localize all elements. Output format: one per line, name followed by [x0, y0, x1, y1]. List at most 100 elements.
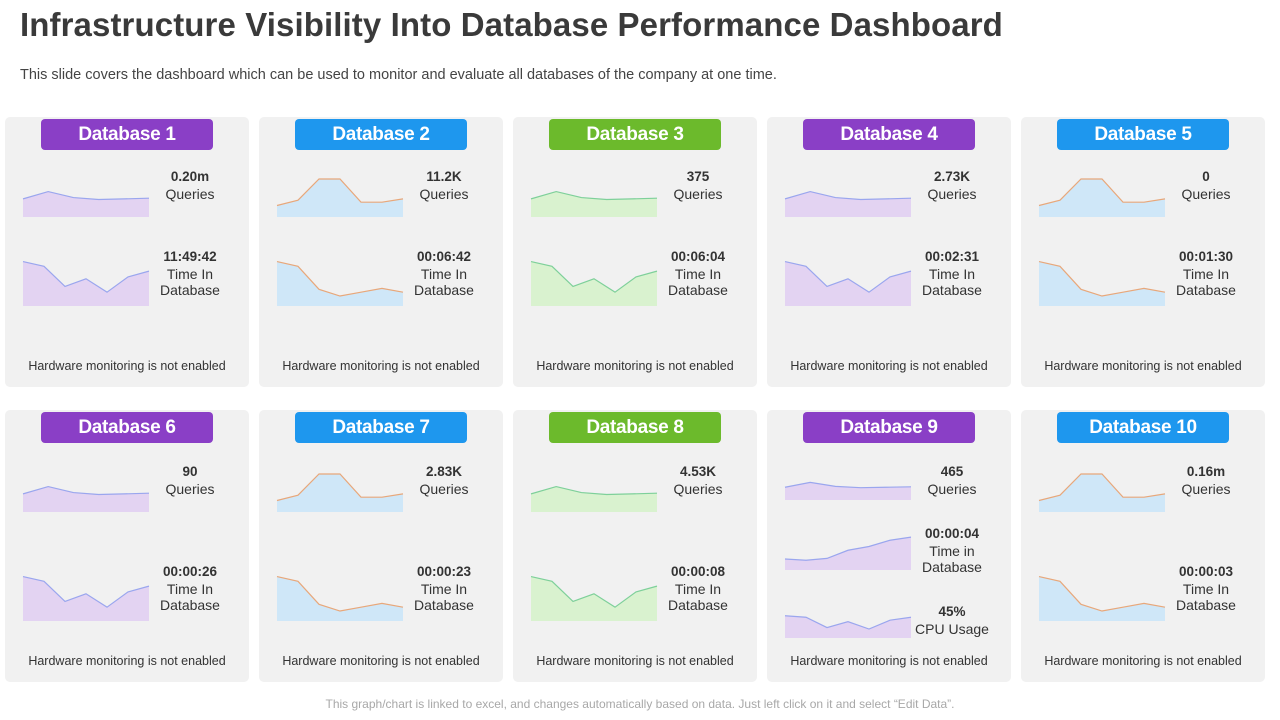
time-in-database-label-line2: Database: [160, 597, 220, 613]
queries-label: Queries: [927, 185, 977, 202]
database-title-badge: Database 6: [41, 412, 213, 443]
sparkline-line: [22, 190, 150, 201]
sparkline-area: [531, 576, 657, 621]
time-in-database-sparkline: [784, 536, 912, 570]
time-in-database-label-line1: Time In: [1182, 265, 1230, 282]
sparkline-line: [530, 190, 658, 201]
sparkline-line: [530, 575, 658, 608]
hardware-monitoring-note: Hardware monitoring is not enabled: [282, 359, 480, 373]
time-in-database-value: 11:49:42: [163, 249, 217, 264]
sparkline-line: [784, 260, 912, 293]
queries-value: 465: [940, 464, 964, 479]
time-in-database-metric: 11:49:42 Time In Database: [145, 249, 235, 299]
page-subtitle: This slide covers the dashboard which ca…: [20, 67, 777, 83]
time-in-database-label-line1: Time In: [166, 580, 214, 597]
queries-value: 2.73K: [933, 169, 971, 184]
sparkline-area: [531, 191, 657, 217]
sparkline-line: [276, 575, 404, 612]
time-in-database-sparkline: [1038, 575, 1166, 621]
queries-value: 0.16m: [1186, 464, 1226, 479]
queries-metric: 2.83K Queries: [399, 464, 489, 497]
database-title-badge: Database 10: [1057, 412, 1229, 443]
queries-metric: 90 Queries: [145, 464, 235, 497]
time-in-database-label-line1: Time In: [674, 265, 722, 282]
hardware-monitoring-note: Hardware monitoring is not enabled: [536, 654, 734, 668]
database-title-badge: Database 7: [295, 412, 467, 443]
sparkline-area: [277, 474, 403, 512]
sparkline-line: [784, 190, 912, 201]
queries-metric: 0 Queries: [1161, 169, 1251, 202]
cpu-usage-value: 45%: [938, 604, 966, 619]
sparkline-area: [785, 191, 911, 217]
database-card: Database 2 11.2K Queries 00:06:42 Time I…: [259, 117, 503, 387]
time-in-database-metric: 00:00:08 Time In Database: [653, 564, 743, 614]
time-in-database-sparkline: [276, 575, 404, 621]
queries-sparkline: [784, 481, 912, 500]
hardware-monitoring-note: Hardware monitoring is not enabled: [28, 654, 226, 668]
sparkline-area: [277, 576, 403, 621]
time-in-database-sparkline: [530, 575, 658, 621]
queries-label: Queries: [419, 480, 469, 497]
queries-label: Queries: [673, 480, 723, 497]
queries-metric: 0.20m Queries: [145, 169, 235, 202]
queries-value: 2.83K: [425, 464, 463, 479]
queries-value: 0: [1202, 169, 1210, 184]
sparkline-line: [530, 260, 658, 293]
time-in-database-value: 00:06:42: [416, 249, 472, 264]
cpu-usage-sparkline: [784, 615, 912, 638]
disclaimer-note: This graph/chart is linked to excel, and…: [325, 697, 955, 711]
database-card: Database 3 375 Queries 00:06:04 Time In …: [513, 117, 757, 387]
time-in-database-label-line1: Time In: [420, 265, 468, 282]
time-in-database-metric: 00:01:30 Time In Database: [1161, 249, 1251, 299]
sparkline-area: [785, 261, 911, 306]
sparkline-line: [784, 536, 912, 561]
time-in-database-metric: 00:00:03 Time In Database: [1161, 564, 1251, 614]
queries-value: 0.20m: [170, 169, 210, 184]
sparkline-line: [784, 481, 912, 489]
cpu-usage-metric: 45% CPU Usage: [907, 604, 997, 637]
cpu-usage-label: CPU Usage: [915, 620, 989, 637]
sparkline-line: [1038, 575, 1166, 612]
time-in-database-metric: 00:06:04 Time In Database: [653, 249, 743, 299]
hardware-monitoring-note: Hardware monitoring is not enabled: [536, 359, 734, 373]
time-in-database-label-line1: Time In: [166, 265, 214, 282]
queries-label: Queries: [165, 480, 215, 497]
queries-metric: 11.2K Queries: [399, 169, 489, 202]
queries-label: Queries: [927, 480, 977, 497]
time-in-database-sparkline: [22, 575, 150, 621]
queries-metric: 465 Queries: [907, 464, 997, 497]
queries-value: 90: [182, 464, 198, 479]
queries-sparkline: [1038, 473, 1166, 512]
sparkline-area: [531, 261, 657, 306]
time-in-database-label-line2: Database: [1176, 597, 1236, 613]
time-in-database-metric: 00:06:42 Time In Database: [399, 249, 489, 299]
time-in-database-sparkline: [1038, 260, 1166, 306]
database-title-badge: Database 2: [295, 119, 467, 150]
queries-metric: 375 Queries: [653, 169, 743, 202]
time-in-database-sparkline: [22, 260, 150, 306]
sparkline-line: [1038, 260, 1166, 297]
queries-value: 4.53K: [679, 464, 717, 479]
database-title-badge: Database 1: [41, 119, 213, 150]
database-card: Database 6 90 Queries 00:00:26 Time In D…: [5, 410, 249, 682]
sparkline-area: [23, 486, 149, 512]
sparkline-area: [785, 537, 911, 570]
page-title: Infrastructure Visibility Into Database …: [20, 6, 1003, 43]
sparkline-line: [276, 260, 404, 297]
queries-metric: 0.16m Queries: [1161, 464, 1251, 497]
sparkline-area: [277, 261, 403, 306]
queries-label: Queries: [673, 185, 723, 202]
hardware-monitoring-note: Hardware monitoring is not enabled: [28, 359, 226, 373]
queries-metric: 2.73K Queries: [907, 169, 997, 202]
time-in-database-sparkline: [784, 260, 912, 306]
sparkline-area: [785, 482, 911, 500]
queries-metric: 4.53K Queries: [653, 464, 743, 497]
database-card: Database 7 2.83K Queries 00:00:23 Time I…: [259, 410, 503, 682]
database-title-badge: Database 9: [803, 412, 975, 443]
sparkline-line: [276, 178, 404, 207]
queries-value: 375: [686, 169, 710, 184]
database-title-badge: Database 8: [549, 412, 721, 443]
queries-sparkline: [22, 190, 150, 217]
database-card: Database 5 0 Queries 00:01:30 Time In Da…: [1021, 117, 1265, 387]
